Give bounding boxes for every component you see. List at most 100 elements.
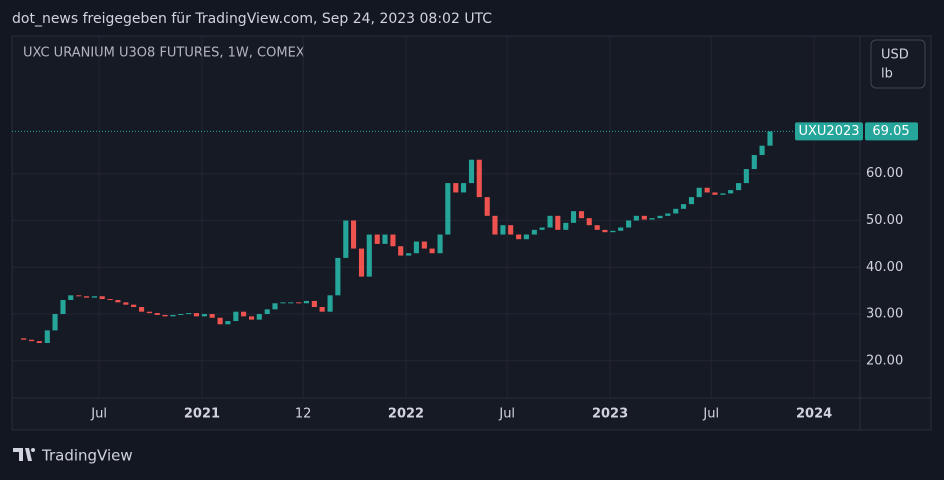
candle-body — [767, 131, 773, 146]
candle-body — [641, 215, 647, 220]
candle-body — [83, 296, 90, 298]
candle-body — [335, 257, 341, 296]
candle-body — [248, 316, 255, 320]
candle-body — [225, 321, 231, 325]
candle-body — [728, 190, 734, 194]
candle-body — [736, 183, 742, 191]
candle-body — [547, 215, 553, 228]
candle-body — [421, 241, 427, 249]
candle-body — [288, 302, 294, 304]
tv-logo — [13, 448, 35, 461]
x-tick-label: Jul — [90, 407, 107, 422]
candle-body — [36, 341, 42, 344]
candle-body — [193, 313, 200, 317]
x-tick-label: 2022 — [388, 407, 424, 422]
candle-body — [626, 220, 632, 228]
candle-body — [665, 213, 671, 216]
candle-body — [445, 183, 451, 235]
candle-body — [406, 253, 412, 256]
candle-body — [311, 300, 317, 308]
last-price-box — [865, 122, 918, 141]
candle-body — [594, 225, 600, 230]
candle-body — [759, 145, 765, 156]
candle-body — [303, 300, 309, 304]
unit-currency[interactable]: USD — [881, 48, 909, 63]
candle-body — [539, 227, 545, 230]
candle-body — [523, 234, 529, 240]
candle-body — [91, 296, 97, 298]
candle-body — [162, 314, 168, 317]
share-text: dot_news freigegeben für TradingView.com… — [12, 11, 492, 27]
candle-body — [209, 314, 215, 318]
candle-body — [327, 295, 333, 312]
unit-measure[interactable]: lb — [881, 67, 893, 82]
candle-body — [233, 311, 239, 322]
candle-body — [704, 187, 710, 193]
y-tick-label: 30.00 — [866, 307, 903, 322]
candle-body — [508, 225, 514, 235]
y-tick-label: 40.00 — [866, 260, 903, 275]
candle-body — [500, 225, 506, 235]
candle-body — [688, 197, 695, 205]
candle-body — [382, 234, 388, 244]
candle-body — [107, 299, 113, 301]
candle-body — [680, 204, 687, 209]
candle-body — [429, 248, 435, 254]
x-tick-label: 2024 — [796, 407, 832, 422]
x-tick-label: 2023 — [592, 407, 628, 422]
candle-body — [437, 234, 443, 254]
candle-body — [241, 311, 247, 317]
candle-body — [29, 339, 35, 342]
candle-body — [602, 229, 608, 233]
candle-body — [743, 169, 749, 184]
candle-body — [578, 211, 585, 219]
symbol-label: UXU2023 — [798, 124, 859, 139]
candle-body — [351, 220, 357, 249]
chart-title: UXC URANIUM U3O8 FUTURES, 1W, COMEX — [23, 46, 305, 61]
candle-body — [146, 311, 152, 314]
candle-body — [460, 183, 467, 193]
candle-body — [390, 234, 396, 247]
candle-body — [123, 302, 129, 305]
candle-body — [343, 220, 349, 258]
last-price-label: 69.05 — [872, 124, 909, 139]
x-tick-label: Jul — [702, 407, 719, 422]
candle-body — [476, 159, 482, 198]
candle-body — [657, 215, 663, 219]
candle-body — [413, 241, 419, 254]
candle-body — [272, 303, 278, 310]
candle-body — [256, 314, 262, 320]
y-tick-label: 20.00 — [866, 353, 903, 368]
candle-body — [484, 197, 490, 216]
candle-body — [60, 299, 66, 315]
candle-body — [398, 246, 404, 256]
candle-body — [154, 313, 160, 315]
candle-body — [68, 295, 74, 300]
candle-body — [201, 314, 207, 317]
candle-body — [570, 211, 577, 223]
candle-body — [492, 215, 498, 235]
candle-body — [633, 215, 639, 221]
candle-body — [21, 338, 27, 340]
candle-body — [720, 193, 726, 195]
candle-body — [374, 234, 380, 244]
x-tick-label: 2021 — [184, 407, 220, 422]
x-tick-label: 12 — [295, 407, 312, 422]
symbol-label-box — [795, 122, 863, 141]
candle-body — [217, 317, 223, 325]
candle-body — [170, 314, 176, 317]
candle-body — [586, 218, 592, 226]
candle-body — [712, 192, 718, 195]
candle-body — [468, 159, 475, 184]
chart-panel — [11, 35, 932, 431]
unit-button[interactable] — [870, 39, 926, 89]
candle-body — [280, 302, 286, 304]
candle-body — [186, 313, 192, 315]
y-tick-label: 60.00 — [866, 166, 903, 181]
x-tick-label: Jul — [498, 407, 515, 422]
candle-body — [296, 302, 302, 304]
candle-body — [563, 222, 569, 230]
candle-body — [358, 248, 365, 277]
